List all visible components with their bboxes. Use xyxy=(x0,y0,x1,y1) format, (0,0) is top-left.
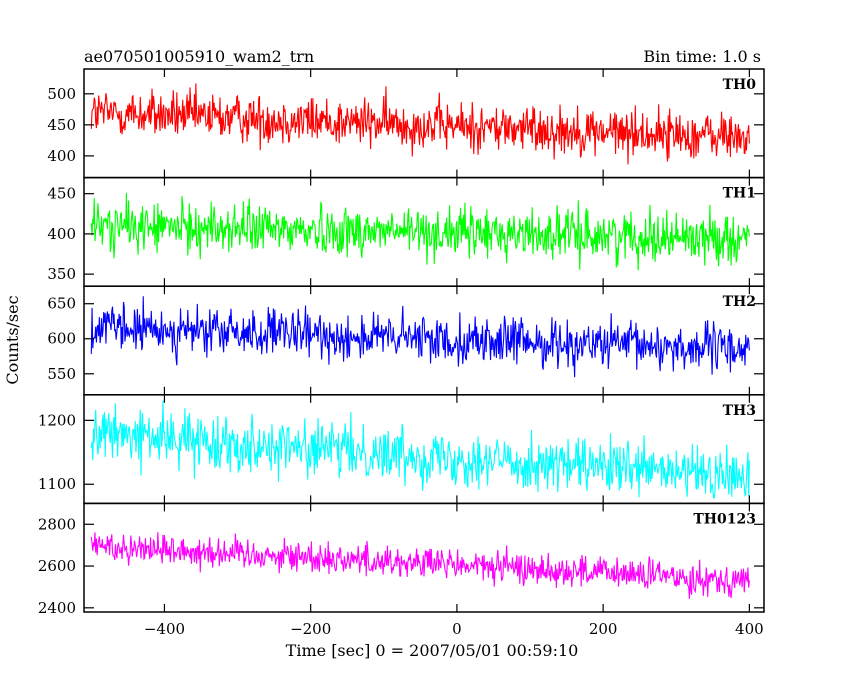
chart-title: ae070501005910_wam2_trn xyxy=(84,47,314,66)
y-tick-label: 1200 xyxy=(38,411,76,429)
panel-th1: 350 400 450 TH1 xyxy=(47,176,765,287)
panel-th0123: 2400 2600 2800 TH0123 xyxy=(38,502,765,617)
y-tick-label: 500 xyxy=(47,85,76,103)
series-th3-line xyxy=(90,400,750,499)
y-tick-label: 2600 xyxy=(38,557,76,575)
panel-frame xyxy=(83,285,765,396)
y-tick-label: 650 xyxy=(47,295,76,313)
y-tick-label: 400 xyxy=(47,225,76,243)
x-tick-label: −400 xyxy=(144,620,185,638)
y-tick-label: 400 xyxy=(47,147,76,165)
panel-label-th2: TH2 xyxy=(723,294,756,310)
y-tick-label: 1100 xyxy=(38,475,76,493)
x-axis: −400 −200 0 200 400 xyxy=(144,620,764,638)
series-th1-line xyxy=(90,192,750,271)
series-th0123-line xyxy=(90,532,750,599)
y-tick-label: 600 xyxy=(47,330,76,348)
bin-time-label: Bin time: 1.0 s xyxy=(643,47,761,66)
panel-label-th3: TH3 xyxy=(723,403,756,419)
y-tick-label: 550 xyxy=(47,365,76,383)
y-tick-label: 450 xyxy=(47,116,76,134)
y-tick-label: 450 xyxy=(47,185,76,203)
x-tick-label: −200 xyxy=(290,620,331,638)
x-tick-label: 0 xyxy=(452,620,462,638)
y-tick-label: 350 xyxy=(47,265,76,283)
x-tick-label: 400 xyxy=(735,620,764,638)
panel-label-th1: TH1 xyxy=(723,186,756,202)
panel-label-th0123: TH0123 xyxy=(693,511,756,527)
x-tick-label: 200 xyxy=(589,620,618,638)
y-tick-label: 2800 xyxy=(38,515,76,533)
series-th2-line xyxy=(90,296,750,378)
panel-th3: 1100 1200 TH3 xyxy=(38,394,765,505)
series-th0-line xyxy=(90,83,750,165)
y-tick-label: 2400 xyxy=(38,599,76,617)
panel-frame xyxy=(83,502,765,613)
x-axis-title: Time [sec] 0 = 2007/05/01 00:59:10 xyxy=(286,641,579,660)
y-axis-title: Counts/sec xyxy=(3,295,22,384)
panel-th2: 550 600 650 TH2 xyxy=(47,285,765,396)
panels-group: 400 450 500 TH0 350 400 450 TH1 550 600 650 TH2 1100… xyxy=(38,68,765,617)
panel-th0: 400 450 500 TH0 xyxy=(47,68,765,179)
panel-label-th0: TH0 xyxy=(723,77,757,93)
